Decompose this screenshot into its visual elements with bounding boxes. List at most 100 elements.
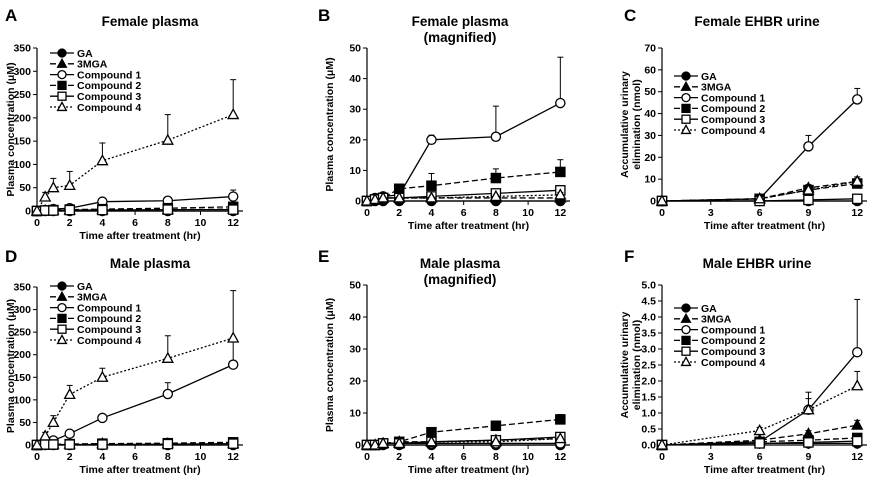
legend-marker — [57, 302, 67, 313]
series-line — [661, 437, 858, 446]
x-tick-label: 2 — [396, 451, 402, 463]
x-axis-label: Time after treatment (hr) — [79, 230, 200, 242]
x-tick-label: 0 — [659, 451, 665, 463]
data-point — [30, 438, 44, 450]
legend-label: Compound 4 — [77, 335, 141, 347]
legend-marker — [57, 80, 67, 91]
legend-label: 3MGA — [77, 292, 108, 304]
legend-marker — [56, 101, 68, 112]
data-point — [555, 166, 566, 178]
legend-label: GA — [77, 48, 93, 60]
data-point — [161, 351, 174, 363]
y-axis-label: Accumulative urinaryelimination (nmol) — [619, 311, 643, 418]
series-compound-4 — [655, 370, 864, 450]
y-tick-label: 0 — [355, 196, 361, 208]
data-point — [802, 403, 815, 415]
legend-label: Compound 2 — [701, 103, 765, 115]
data-point — [64, 204, 75, 216]
panel-title: Female plasma — [412, 14, 509, 29]
legend-label: Compound 1 — [77, 302, 141, 314]
data-point — [425, 435, 438, 447]
legend-label: GA — [701, 71, 717, 83]
data-point — [39, 429, 52, 441]
x-tick-label: 8 — [493, 207, 499, 219]
legend-marker — [681, 92, 691, 103]
y-tick-label: 50 — [644, 86, 656, 98]
data-point — [368, 192, 382, 205]
legend-marker — [57, 69, 67, 80]
panel-c: C Female EHBR urine 0 10 20 30 40 50 60 70 0 3 6 9 12 T… — [619, 6, 867, 232]
data-point — [162, 438, 174, 450]
legend-marker — [681, 324, 691, 335]
data-point — [753, 192, 766, 204]
data-point — [48, 205, 59, 216]
y-tick-label: 20 — [349, 134, 361, 146]
y-axis-label-line: Accumulative urinary — [619, 71, 631, 178]
y-tick-label: 200 — [13, 349, 31, 361]
panel-b: B Female plasma(magnified) 0 10 20 30 40 50 0 2 4 6… — [318, 6, 570, 232]
panel-e: E Male plasma(magnified) 0 10 20 30 40 50 0 2 4 6 8 1… — [318, 247, 570, 476]
panel-label: A — [5, 6, 17, 25]
data-point — [96, 154, 109, 166]
data-point — [655, 194, 669, 206]
y-axis-label: Plasma concentration (μM) — [5, 299, 17, 433]
data-point — [97, 204, 108, 216]
legend-label: GA — [77, 281, 93, 293]
data-point — [803, 437, 814, 448]
data-point — [48, 439, 59, 450]
y-tick-label: 0 — [25, 206, 31, 218]
series-line — [661, 424, 858, 446]
data-point — [30, 204, 44, 216]
legend-label: Compound 2 — [77, 80, 141, 92]
y-tick-label: 40 — [349, 312, 361, 324]
series-compound-4 — [30, 79, 240, 216]
data-point — [39, 190, 52, 202]
x-tick-label: 2 — [396, 207, 402, 219]
panel-f: F Male EHBR urine 0.0 0.5 1.0 1.5 2.0 2.5 3.0 3.5… — [619, 247, 867, 476]
x-tick-label: 12 — [227, 451, 239, 463]
data-point — [554, 188, 567, 200]
legend-marker — [681, 71, 691, 81]
x-tick-label: 2 — [67, 451, 73, 463]
series-line — [662, 198, 858, 202]
data-point — [47, 181, 60, 193]
y-tick-label: 20 — [349, 376, 361, 388]
y-axis-label-line: elimination (nmol) — [631, 320, 643, 410]
y-tick-label: 350 — [13, 282, 31, 294]
data-point — [851, 379, 864, 391]
y-tick-label: 0.5 — [641, 424, 656, 436]
x-axis-label: Time after treatment (hr) — [408, 220, 529, 232]
y-tick-label: 200 — [13, 112, 31, 124]
legend-marker — [681, 335, 691, 346]
legend-marker — [680, 356, 692, 367]
y-tick-label: 100 — [13, 159, 31, 171]
x-tick-label: 6 — [461, 207, 467, 219]
legend-label: Compound 4 — [77, 102, 141, 114]
panel-title: Male EHBR urine — [703, 256, 812, 271]
y-tick-label: 10 — [349, 408, 361, 420]
y-tick-label: 1.5 — [641, 392, 656, 404]
data-point — [851, 346, 863, 358]
data-point — [426, 180, 437, 191]
data-point — [63, 387, 76, 400]
y-tick-label: 50 — [349, 280, 361, 292]
y-tick-label: 350 — [13, 43, 31, 55]
y-tick-label: 250 — [13, 89, 31, 101]
legend-label: Compound 4 — [701, 357, 765, 369]
data-point — [851, 174, 864, 186]
data-point — [162, 204, 174, 215]
y-tick-label: 100 — [13, 394, 31, 406]
x-tick-label: 0 — [364, 451, 370, 463]
legend-marker — [56, 57, 68, 68]
data-point — [63, 178, 76, 191]
y-tick-label: 20 — [644, 152, 656, 164]
y-tick-label: 1.0 — [641, 408, 656, 420]
x-tick-label: 6 — [132, 451, 138, 463]
x-tick-label: 10 — [522, 207, 534, 219]
legend-label: Compound 3 — [701, 346, 765, 358]
x-tick-label: 12 — [554, 451, 566, 463]
panel-title: Male plasma — [420, 256, 501, 271]
x-tick-label: 9 — [806, 207, 812, 219]
x-tick-label: 4 — [99, 217, 105, 229]
